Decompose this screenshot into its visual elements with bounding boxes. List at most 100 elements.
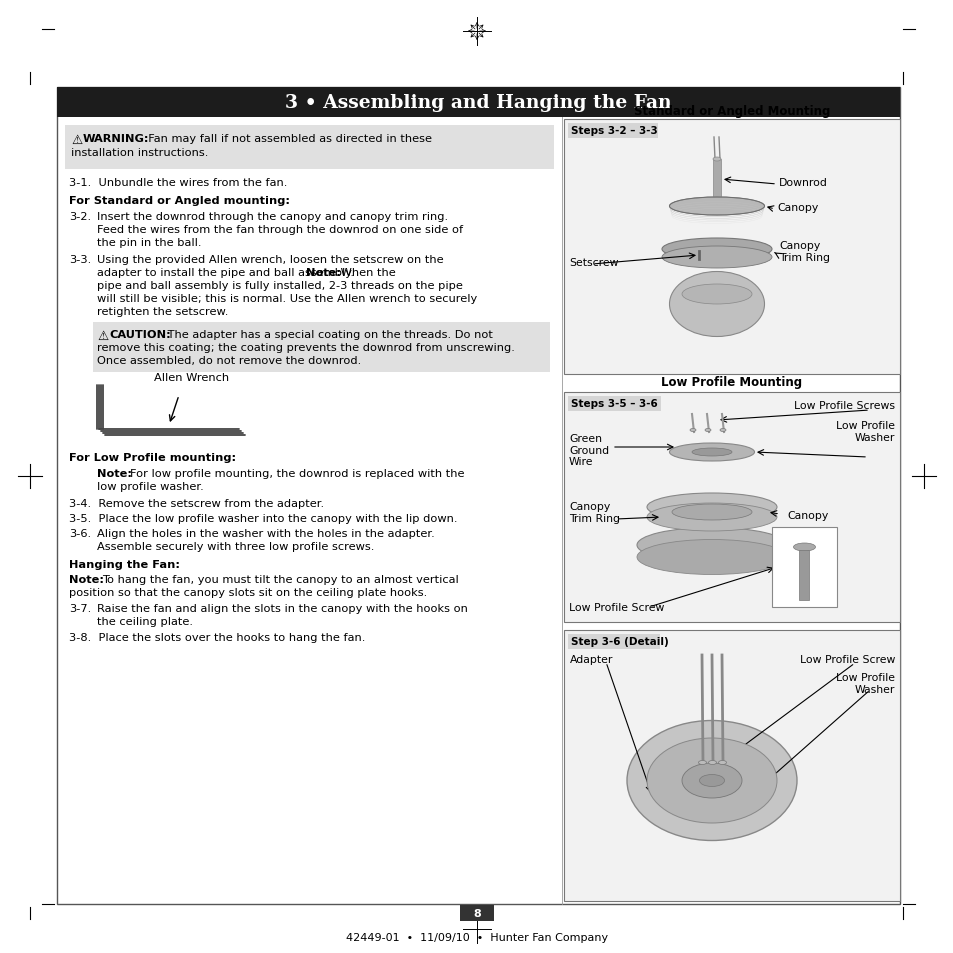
Text: Low Profile Screw: Low Profile Screw xyxy=(568,602,663,613)
Text: Note:: Note: xyxy=(69,575,104,584)
Ellipse shape xyxy=(669,443,754,461)
Text: Raise the fan and align the slots in the canopy with the hooks on: Raise the fan and align the slots in the… xyxy=(97,603,467,614)
Ellipse shape xyxy=(712,158,720,162)
Text: the pin in the ball.: the pin in the ball. xyxy=(97,237,201,248)
Text: Using the provided Allen wrench, loosen the setscrew on the: Using the provided Allen wrench, loosen … xyxy=(97,254,443,265)
Text: CAUTION:: CAUTION: xyxy=(109,330,171,339)
Text: Canopy
Trim Ring: Canopy Trim Ring xyxy=(779,241,829,262)
Ellipse shape xyxy=(626,720,796,841)
Text: 3-4.  Remove the setscrew from the adapter.: 3-4. Remove the setscrew from the adapte… xyxy=(69,498,324,509)
Bar xyxy=(65,126,554,170)
Text: Low Profile
Washer: Low Profile Washer xyxy=(835,420,894,442)
Text: 3-3.: 3-3. xyxy=(69,254,91,265)
Text: will still be visible; this is normal. Use the Allen wrench to securely: will still be visible; this is normal. U… xyxy=(97,294,476,304)
Text: Step 3-6 (Detail): Step 3-6 (Detail) xyxy=(571,637,668,646)
Bar xyxy=(567,124,658,139)
Text: 3-2.: 3-2. xyxy=(69,212,91,222)
Text: Once assembled, do not remove the downrod.: Once assembled, do not remove the downro… xyxy=(97,355,361,366)
Bar xyxy=(771,527,836,607)
Text: Canopy: Canopy xyxy=(776,203,818,213)
Ellipse shape xyxy=(671,504,751,520)
Text: 42449-01  •  11/09/10  •  Hunter Fan Company: 42449-01 • 11/09/10 • Hunter Fan Company xyxy=(346,932,607,942)
Ellipse shape xyxy=(669,273,763,337)
Text: Canopy
Trim Ring: Canopy Trim Ring xyxy=(568,501,619,523)
Bar xyxy=(567,635,659,649)
Text: Allen Wrench: Allen Wrench xyxy=(153,373,229,382)
Text: 3-6.: 3-6. xyxy=(69,529,91,538)
Ellipse shape xyxy=(704,429,710,432)
Text: Low Profile Mounting: Low Profile Mounting xyxy=(660,375,801,389)
Bar xyxy=(92,323,550,373)
Text: Green
Ground
Wire: Green Ground Wire xyxy=(568,434,608,467)
Text: Low Profile Screw: Low Profile Screw xyxy=(799,655,894,664)
Text: Insert the downrod through the canopy and canopy trim ring.: Insert the downrod through the canopy an… xyxy=(97,212,448,222)
Text: retighten the setscrew.: retighten the setscrew. xyxy=(97,307,228,316)
Text: Assemble securely with three low profile screws.: Assemble securely with three low profile… xyxy=(97,541,374,552)
Text: Hanging the Fan:: Hanging the Fan: xyxy=(69,559,180,569)
Text: Steps 3-2 – 3-3: Steps 3-2 – 3-3 xyxy=(571,126,657,136)
Ellipse shape xyxy=(699,775,723,786)
Text: 3-7.: 3-7. xyxy=(69,603,91,614)
Ellipse shape xyxy=(689,429,696,432)
Bar xyxy=(459,905,494,921)
Text: ⚠: ⚠ xyxy=(97,330,108,343)
Text: 3-1.  Unbundle the wires from the fan.: 3-1. Unbundle the wires from the fan. xyxy=(69,178,287,188)
Text: Standard or Angled Mounting: Standard or Angled Mounting xyxy=(633,105,829,118)
Text: WARNING:: WARNING: xyxy=(83,133,150,144)
Bar xyxy=(57,88,899,904)
Ellipse shape xyxy=(669,198,763,215)
Text: For low profile mounting, the downrod is replaced with the: For low profile mounting, the downrod is… xyxy=(130,469,464,478)
Ellipse shape xyxy=(661,247,771,269)
Text: ⚠: ⚠ xyxy=(71,133,82,147)
Ellipse shape xyxy=(661,239,771,261)
Bar xyxy=(563,630,899,901)
Text: Adapter: Adapter xyxy=(569,655,613,664)
Text: Fan may fall if not assembled as directed in these: Fan may fall if not assembled as directe… xyxy=(141,133,432,144)
Text: adapter to install the pipe and ball assembly.: adapter to install the pipe and ball ass… xyxy=(97,268,354,277)
Text: For Standard or Angled mounting:: For Standard or Angled mounting: xyxy=(69,195,290,206)
Text: Note:: Note: xyxy=(302,268,340,277)
Text: Low Profile
Washer: Low Profile Washer xyxy=(835,672,894,694)
Bar xyxy=(712,160,720,214)
Bar xyxy=(563,120,899,375)
Text: pipe and ball assembly is fully installed, 2-3 threads on the pipe: pipe and ball assembly is fully installe… xyxy=(97,281,462,291)
Text: Steps 3-5 – 3-6: Steps 3-5 – 3-6 xyxy=(571,398,657,409)
Text: Note:: Note: xyxy=(97,469,132,478)
Ellipse shape xyxy=(637,540,786,575)
Text: Low Profile Screws: Low Profile Screws xyxy=(793,400,894,411)
Text: 3-5.  Place the low profile washer into the canopy with the lip down.: 3-5. Place the low profile washer into t… xyxy=(69,514,457,523)
Text: To hang the fan, you must tilt the canopy to an almost vertical: To hang the fan, you must tilt the canop… xyxy=(102,575,458,584)
Text: 8: 8 xyxy=(473,908,480,918)
Text: 3 • Assembling and Hanging the Fan: 3 • Assembling and Hanging the Fan xyxy=(285,94,671,112)
Ellipse shape xyxy=(793,543,815,552)
Text: Canopy: Canopy xyxy=(786,511,827,520)
Ellipse shape xyxy=(691,449,731,456)
Ellipse shape xyxy=(681,763,741,799)
Ellipse shape xyxy=(708,760,716,764)
Bar xyxy=(567,396,660,412)
Bar xyxy=(57,88,899,118)
Text: remove this coating; the coating prevents the downrod from unscrewing.: remove this coating; the coating prevent… xyxy=(97,343,515,353)
Text: For Low Profile mounting:: For Low Profile mounting: xyxy=(69,453,236,462)
Ellipse shape xyxy=(637,528,786,563)
Ellipse shape xyxy=(646,739,776,823)
Text: The adapter has a special coating on the threads. Do not: The adapter has a special coating on the… xyxy=(164,330,493,339)
Text: Align the holes in the washer with the holes in the adapter.: Align the holes in the washer with the h… xyxy=(97,529,435,538)
Text: Setscrew: Setscrew xyxy=(568,257,618,268)
Text: Downrod: Downrod xyxy=(779,178,827,188)
Ellipse shape xyxy=(698,760,706,764)
Text: position so that the canopy slots sit on the ceiling plate hooks.: position so that the canopy slots sit on… xyxy=(69,587,427,598)
Bar xyxy=(563,393,899,622)
Text: Feed the wires from the fan through the downrod on one side of: Feed the wires from the fan through the … xyxy=(97,225,462,234)
Ellipse shape xyxy=(646,494,776,521)
Ellipse shape xyxy=(720,429,725,432)
Text: When the: When the xyxy=(336,268,395,277)
Text: installation instructions.: installation instructions. xyxy=(71,148,208,158)
Text: low profile washer.: low profile washer. xyxy=(97,481,204,492)
Ellipse shape xyxy=(646,503,776,532)
Text: 3-8.  Place the slots over the hooks to hang the fan.: 3-8. Place the slots over the hooks to h… xyxy=(69,633,365,642)
Text: the ceiling plate.: the ceiling plate. xyxy=(97,617,193,626)
Bar xyxy=(799,551,809,600)
Ellipse shape xyxy=(718,760,726,764)
Ellipse shape xyxy=(681,285,751,305)
